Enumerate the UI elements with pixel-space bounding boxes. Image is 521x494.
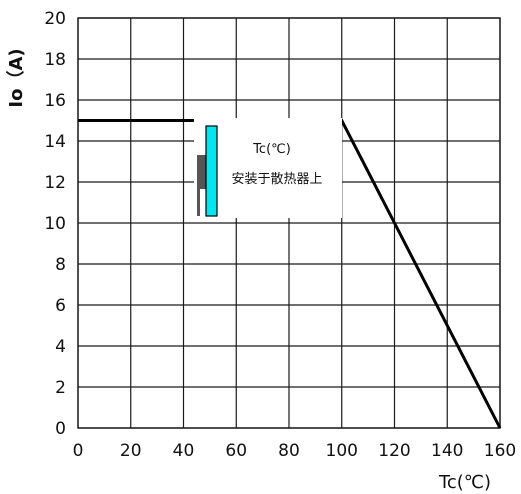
y-tick-labels: 0 2 4 6 8 10 12 14 16 18 20 xyxy=(44,9,66,439)
device-body xyxy=(199,155,206,189)
x-tick-label: 80 xyxy=(278,441,300,461)
y-tick-label: 2 xyxy=(55,378,66,398)
y-tick-label: 10 xyxy=(44,214,66,234)
x-tick-label: 140 xyxy=(431,441,463,461)
annotation-box xyxy=(194,118,342,218)
y-tick-label: 20 xyxy=(44,9,66,29)
device-leads xyxy=(197,155,200,216)
y-tick-label: 8 xyxy=(55,255,66,275)
heatsink-block xyxy=(205,125,218,217)
x-tick-label: 20 xyxy=(120,441,142,461)
grid xyxy=(77,17,501,429)
x-tick-label: 160 xyxy=(484,441,516,461)
plot-frame xyxy=(77,17,501,429)
y-tick-label: 6 xyxy=(55,296,66,316)
x-axis-title: Tc(℃) xyxy=(438,472,491,493)
y-tick-label: 0 xyxy=(55,419,66,439)
x-tick-labels: 0 20 40 60 80 100 120 140 160 xyxy=(73,441,517,461)
x-tick-label: 0 xyxy=(73,441,84,461)
x-tick-label: 100 xyxy=(326,441,358,461)
y-tick-label: 4 xyxy=(55,337,66,357)
x-tick-label: 60 xyxy=(225,441,247,461)
annotation-line-1: Tc(℃) xyxy=(252,142,291,157)
mounting-annotation: Tc(℃) 安装于散热器上 xyxy=(194,118,342,218)
y-tick-label: 14 xyxy=(44,132,66,152)
annotation-line-2: 安装于散热器上 xyxy=(231,172,322,187)
y-axis-title: Io（A) xyxy=(6,48,27,107)
x-tick-label: 40 xyxy=(173,441,195,461)
y-tick-label: 16 xyxy=(44,91,66,111)
x-tick-label: 120 xyxy=(378,441,410,461)
y-tick-label: 12 xyxy=(44,173,66,193)
y-tick-label: 18 xyxy=(44,50,66,70)
